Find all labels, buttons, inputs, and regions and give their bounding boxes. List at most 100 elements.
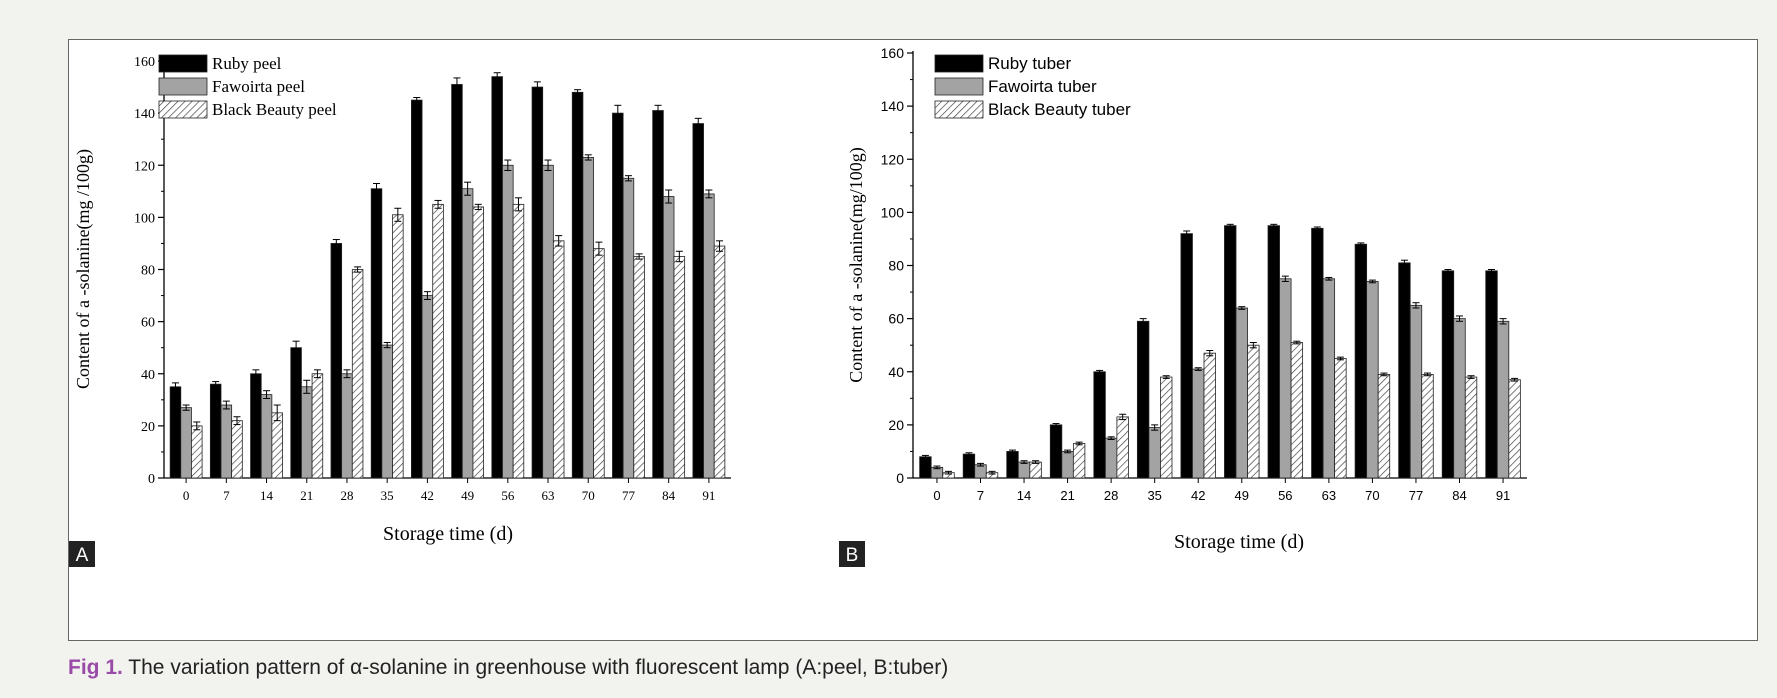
chartb-y-tick-label: 120 bbox=[881, 151, 905, 167]
chartb-x-tick-label: 56 bbox=[1278, 488, 1292, 503]
charta-bar-1 bbox=[491, 76, 503, 479]
charta-bar-1 bbox=[411, 99, 423, 479]
charta-x-tick-label: 49 bbox=[461, 488, 474, 503]
charta-legend-label-3: Black Beauty peel bbox=[212, 100, 337, 119]
charta-bar-3 bbox=[191, 425, 203, 479]
chartb-bar-3 bbox=[1247, 344, 1260, 479]
chartb-bar-2 bbox=[1148, 427, 1161, 479]
chartb-panel-label-box bbox=[839, 541, 865, 567]
charta-y-tick-label: 100 bbox=[134, 211, 155, 226]
chartb-x-tick-label: 0 bbox=[933, 488, 940, 503]
charta-bar-1 bbox=[330, 243, 343, 479]
chartb-legend-label-3: Black Beauty tuber bbox=[988, 100, 1131, 119]
charta-bar-1 bbox=[612, 112, 624, 479]
charta-bar-1 bbox=[652, 110, 664, 479]
charta-y-tick-label: 80 bbox=[141, 264, 155, 279]
charta-y-axis-title: Content of a -solanine(mg /100g) bbox=[73, 149, 94, 389]
charta-x-axis-title: Storage time (d) bbox=[383, 523, 513, 545]
chartb-x-tick-label: 35 bbox=[1147, 488, 1161, 503]
charta-bar-3 bbox=[351, 269, 364, 479]
charta-legend-swatch-1 bbox=[158, 54, 208, 73]
charta-bar-1 bbox=[531, 86, 544, 479]
charta-legend-swatch-2 bbox=[158, 77, 208, 96]
charta-y-tick-label: 40 bbox=[141, 368, 155, 383]
chartb-y-tick-label: 100 bbox=[881, 204, 905, 220]
charta-bar-3 bbox=[633, 256, 645, 479]
chartb-bar-3 bbox=[1290, 342, 1304, 479]
chartb-bar-2 bbox=[1192, 368, 1205, 479]
charta-x-tick-label: 91 bbox=[702, 488, 715, 503]
charta-bar-3 bbox=[392, 214, 404, 479]
chartb-legend-swatch-2 bbox=[934, 77, 984, 96]
charta-bar-2 bbox=[662, 196, 675, 479]
charta-y-tick-label: 140 bbox=[134, 107, 155, 122]
chartb-bar-1 bbox=[1049, 424, 1063, 479]
chartb-bar-2 bbox=[1366, 281, 1379, 479]
charta-bar-2 bbox=[622, 177, 635, 479]
chartb-x-tick-label: 21 bbox=[1060, 488, 1074, 503]
chartb-x-tick-label: 28 bbox=[1104, 488, 1118, 503]
charta-bar-2 bbox=[341, 373, 353, 479]
charta-bar-1 bbox=[692, 123, 704, 479]
charta-bar-2 bbox=[542, 164, 554, 479]
chartb-bar-2 bbox=[1235, 307, 1248, 479]
charta-bar-2 bbox=[381, 344, 393, 479]
charta-bar-3 bbox=[271, 412, 283, 479]
charta-bar-2 bbox=[220, 404, 233, 479]
chartb-y-tick-label: 80 bbox=[888, 258, 904, 274]
charta-bar-2 bbox=[502, 164, 514, 479]
chartb-bar-1 bbox=[1180, 233, 1193, 479]
charta-x-tick-label: 7 bbox=[223, 488, 230, 503]
charta-bar-3 bbox=[552, 240, 565, 479]
charta-y-tick-label: 20 bbox=[141, 420, 155, 435]
charta-legend-swatch-3 bbox=[158, 100, 208, 119]
charta-bar-2 bbox=[421, 295, 434, 479]
chartb-panel-label: B bbox=[846, 545, 859, 566]
chartb-bar-2 bbox=[1061, 451, 1074, 479]
chartb-bar-2 bbox=[1409, 304, 1423, 479]
figure-caption-label: Fig 1. bbox=[68, 656, 123, 679]
chartb-legend-label-2: Fawoirta tuber bbox=[988, 77, 1097, 96]
charta-bar-3 bbox=[231, 420, 243, 479]
chartb-bar-3 bbox=[1072, 443, 1086, 479]
charta-y-tick-label: 60 bbox=[141, 316, 155, 331]
chartb-bar-2 bbox=[1279, 278, 1292, 479]
charta-x-tick-label: 35 bbox=[381, 488, 394, 503]
chartb-bar-1 bbox=[1136, 320, 1150, 479]
chartb-bar-1 bbox=[1398, 262, 1411, 479]
chartb-y-tick-label: 60 bbox=[888, 311, 904, 327]
charta-bar-3 bbox=[472, 206, 484, 479]
charta-x-tick-label: 28 bbox=[340, 488, 353, 503]
charta-y-tick-label: 120 bbox=[134, 159, 155, 174]
charta-bar-1 bbox=[250, 373, 262, 479]
chartb-bar-1 bbox=[1354, 243, 1368, 479]
chartb-y-tick-label: 140 bbox=[881, 98, 905, 114]
charta-legend-label-2: Fawoirta peel bbox=[212, 77, 305, 96]
charta-bar-1 bbox=[571, 91, 584, 479]
chartb-bar-3 bbox=[1029, 461, 1042, 479]
chartb-x-axis-title: Storage time (d) bbox=[1174, 531, 1304, 553]
chartb-bar-2 bbox=[1496, 320, 1510, 479]
chartb-x-tick-label: 63 bbox=[1322, 488, 1336, 503]
charta-x-tick-label: 70 bbox=[582, 488, 595, 503]
charta-bar-2 bbox=[703, 193, 715, 479]
chartb-y-tick-label: 160 bbox=[881, 45, 905, 61]
chartb-bar-1 bbox=[1441, 270, 1455, 479]
charta-bar-3 bbox=[713, 245, 726, 479]
charta-bar-2 bbox=[180, 407, 192, 479]
chartb-bar-2 bbox=[1017, 461, 1031, 479]
chartb-legend-swatch-3 bbox=[934, 100, 984, 119]
chartb-x-tick-label: 91 bbox=[1496, 488, 1510, 503]
chartb-bar-3 bbox=[1116, 416, 1129, 479]
charta-x-tick-label: 77 bbox=[622, 488, 636, 503]
chartb-x-tick-label: 49 bbox=[1235, 488, 1249, 503]
charta-bar-1 bbox=[290, 347, 302, 479]
chartb-bar-1 bbox=[1006, 451, 1019, 479]
charta-x-tick-label: 21 bbox=[300, 488, 313, 503]
charta-x-tick-label: 56 bbox=[501, 488, 515, 503]
chartb-bar-1 bbox=[962, 453, 976, 479]
charta-x-tick-label: 0 bbox=[183, 488, 190, 503]
chartb-bar-3 bbox=[1464, 376, 1478, 479]
chartb-bar-2 bbox=[974, 464, 987, 479]
